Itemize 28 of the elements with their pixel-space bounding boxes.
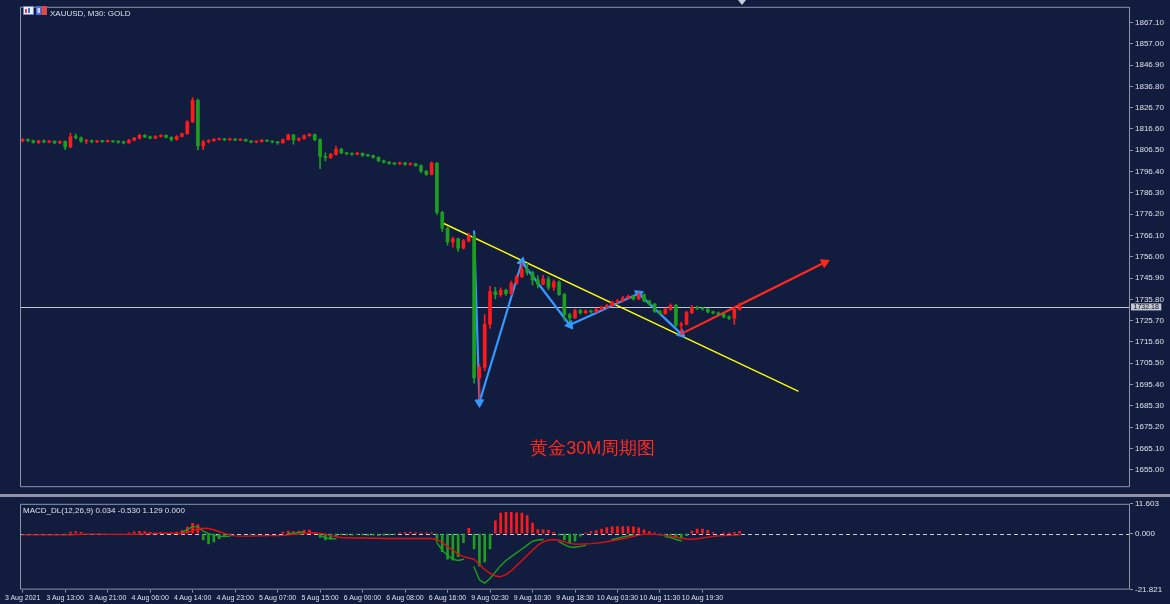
y-tick-label: 1826.70 xyxy=(1135,102,1165,112)
y-tick-label: 1857.00 xyxy=(1135,38,1165,48)
y-tick-label: 1725.70 xyxy=(1135,315,1165,325)
chart-title: MACD_DL(12,26,9) 0.034 -0.530 1.129 0.000 xyxy=(23,506,186,515)
y-tick-label: 1695.40 xyxy=(1135,379,1165,389)
y-tick-label: 0.000 xyxy=(1135,528,1156,538)
y-tick-label: 1715.60 xyxy=(1135,337,1165,347)
y-tick-label: 1655.00 xyxy=(1135,464,1165,474)
y-tick-label: 1806.50 xyxy=(1135,145,1165,155)
y-tick-label: 1836.80 xyxy=(1135,81,1165,91)
annotation: 黄金30M周期图 xyxy=(530,437,656,458)
y-tick-label: -21.821 xyxy=(1135,584,1163,594)
y-tick-label: 1776.20 xyxy=(1135,209,1165,219)
y-tick-label: 1816.60 xyxy=(1135,124,1165,134)
y-tick-label: 1665.10 xyxy=(1135,443,1165,453)
y-tick-label: 1745.90 xyxy=(1135,273,1165,283)
chart-title: XAUUSD, M30: GOLD xyxy=(50,9,131,18)
y-tick-label: 1735.80 xyxy=(1135,294,1165,304)
y-tick-label: 1766.10 xyxy=(1135,230,1165,240)
y-tick-label: 1705.50 xyxy=(1135,358,1165,368)
y-tick-label: 1675.20 xyxy=(1135,422,1165,432)
y-tick-label: 1867.10 xyxy=(1135,17,1165,27)
y-tick-label: 11.603 xyxy=(1135,499,1160,508)
y-tick-label: 1796.40 xyxy=(1135,166,1165,176)
y-tick-label: 1786.30 xyxy=(1135,188,1165,198)
y-tick-label: 1685.30 xyxy=(1135,401,1165,410)
y-tick-label: 1756.00 xyxy=(1135,251,1165,261)
y-tick-label: 1846.90 xyxy=(1135,60,1165,70)
